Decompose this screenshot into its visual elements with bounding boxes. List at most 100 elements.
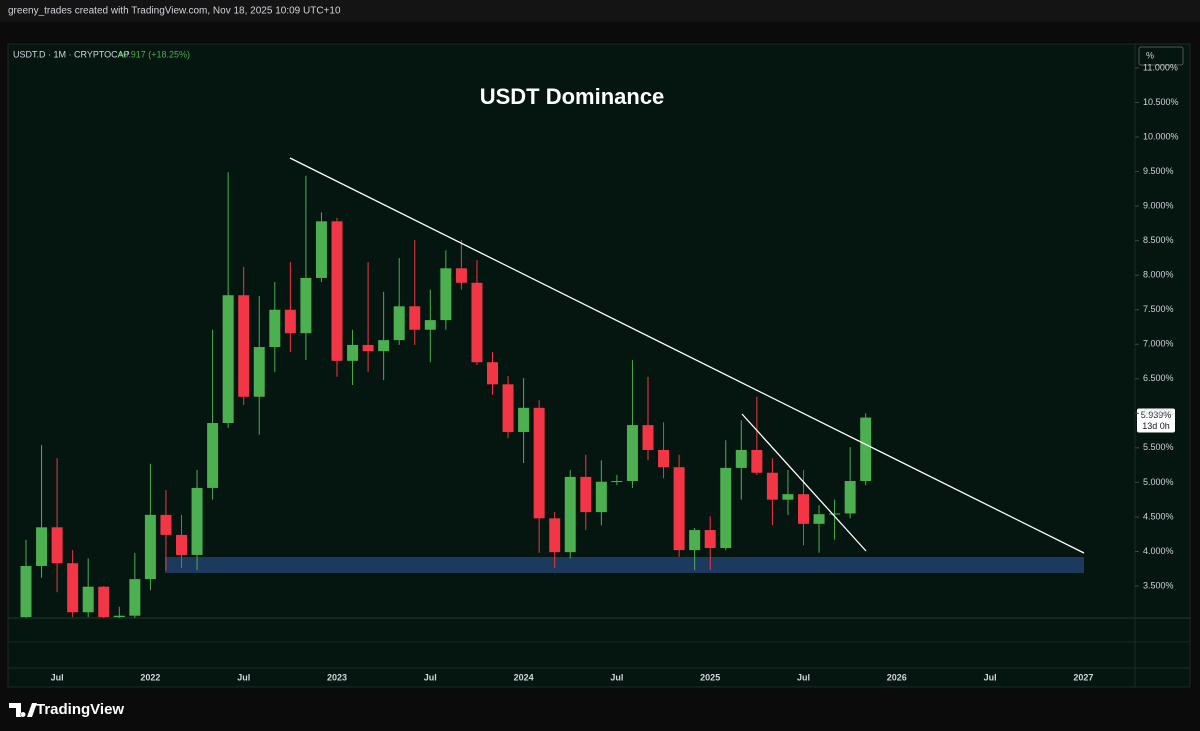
- candle-body: [626, 425, 638, 482]
- brand: TradingView: [36, 701, 124, 718]
- countdown: 13d 0h: [1142, 421, 1170, 431]
- candle-body: [113, 615, 125, 618]
- candle-body: [253, 347, 265, 397]
- candle-body: [144, 514, 156, 580]
- candle-body: [191, 487, 203, 555]
- x-tick-label: Jul: [51, 672, 64, 682]
- y-tick-label: 5.500%: [1143, 442, 1174, 452]
- candle-body: [720, 467, 732, 549]
- last-price-label: 5.939%: [1141, 410, 1172, 420]
- candle-body: [362, 344, 374, 352]
- candle-body: [440, 268, 452, 321]
- y-tick-label: 5.000%: [1143, 477, 1174, 487]
- x-tick-label: Jul: [424, 672, 437, 682]
- candle-body: [518, 407, 530, 432]
- x-tick-label: Jul: [797, 672, 810, 682]
- candle-body: [689, 530, 701, 551]
- y-tick-label: 11.000%: [1143, 62, 1178, 72]
- candle-body: [704, 530, 716, 549]
- candle-body: [766, 472, 778, 500]
- candle-body: [82, 586, 94, 613]
- candle-body: [642, 425, 654, 450]
- candle-body: [502, 384, 514, 432]
- y-tick-label: 8.000%: [1143, 270, 1174, 280]
- candle-body: [300, 277, 312, 334]
- candle-body: [658, 449, 670, 468]
- last-price-box: [1137, 408, 1175, 433]
- y-tick-label: 9.000%: [1143, 200, 1174, 210]
- candle-body: [844, 481, 856, 514]
- support-zone: [165, 557, 1084, 573]
- x-tick-label: 2026: [887, 672, 907, 682]
- candle-body: [207, 423, 219, 488]
- change-info: +0.917 (+18.25%): [118, 49, 190, 59]
- candle-body: [564, 476, 576, 553]
- y-tick-label: 8.500%: [1143, 235, 1174, 245]
- attribution: greeny_trades created with TradingView.c…: [8, 6, 341, 17]
- y-tick-label: 6.500%: [1143, 373, 1174, 383]
- x-tick-label: 2025: [700, 672, 720, 682]
- candle-body: [176, 534, 187, 555]
- logo-icon: [9, 703, 37, 718]
- unit-button[interactable]: [1138, 46, 1184, 66]
- y-tick-label: 10.000%: [1143, 131, 1179, 141]
- candle-body: [98, 586, 110, 618]
- x-tick-label: 2024: [514, 672, 534, 682]
- y-tick-label: 9.500%: [1143, 166, 1174, 176]
- y-tick-label: 7.500%: [1143, 304, 1174, 314]
- candle-body: [782, 494, 794, 500]
- x-tick-label: 2027: [1073, 672, 1093, 682]
- y-tick-label: 3.500%: [1143, 580, 1174, 590]
- candle-body: [673, 467, 685, 551]
- y-tick-label: 10.500%: [1143, 97, 1179, 107]
- trendline: [741, 413, 867, 552]
- candle-body: [160, 514, 172, 535]
- candle-body: [424, 320, 436, 330]
- symbol-info: USDT.D · 1M · CRYPTOCAP: [13, 49, 130, 59]
- candle-body: [67, 563, 79, 613]
- x-tick-label: Jul: [610, 672, 623, 682]
- candle-body: [471, 282, 483, 363]
- candle-body: [751, 449, 763, 473]
- candle-body: [487, 362, 498, 385]
- y-tick-label: 6.000%: [1143, 408, 1174, 418]
- candle-body: [549, 518, 561, 553]
- y-tick-label: 7.000%: [1143, 339, 1174, 349]
- chart-panel: [7, 43, 1191, 688]
- chart-title: USDT Dominance: [480, 84, 665, 109]
- candle-body: [20, 565, 32, 618]
- candle-body: [238, 295, 250, 397]
- candle-body: [347, 344, 359, 361]
- x-tick-label: 2022: [140, 672, 160, 682]
- candle-body: [813, 514, 825, 524]
- y-tick-label: 4.500%: [1143, 511, 1174, 521]
- candle-body: [284, 309, 296, 334]
- candle-body: [735, 449, 747, 468]
- axis-unit: %: [1146, 50, 1154, 60]
- tradingview-logo: TradingView: [9, 701, 124, 718]
- x-tick-label: 2023: [327, 672, 347, 682]
- candle-body: [409, 306, 421, 330]
- candle-body: [611, 481, 623, 483]
- y-tick-label: 4.000%: [1143, 546, 1174, 556]
- candle-body: [331, 221, 343, 361]
- candle-body: [378, 340, 390, 352]
- footer: [0, 690, 1200, 731]
- candle-body: [455, 268, 467, 283]
- candle-body: [533, 407, 545, 519]
- candle-body: [315, 221, 327, 278]
- candle-body: [860, 417, 872, 482]
- candle-body: [222, 295, 234, 424]
- candle-body: [269, 309, 281, 348]
- x-tick-label: Jul: [984, 672, 997, 682]
- candle-body: [829, 513, 841, 515]
- candle-body: [51, 527, 63, 564]
- trendline: [289, 157, 1085, 554]
- candle-body: [580, 476, 592, 513]
- candle-body: [595, 481, 607, 513]
- candle-body: [798, 494, 809, 524]
- candle-body: [393, 306, 405, 341]
- top-bar: [0, 0, 1200, 22]
- candle-body: [129, 579, 141, 616]
